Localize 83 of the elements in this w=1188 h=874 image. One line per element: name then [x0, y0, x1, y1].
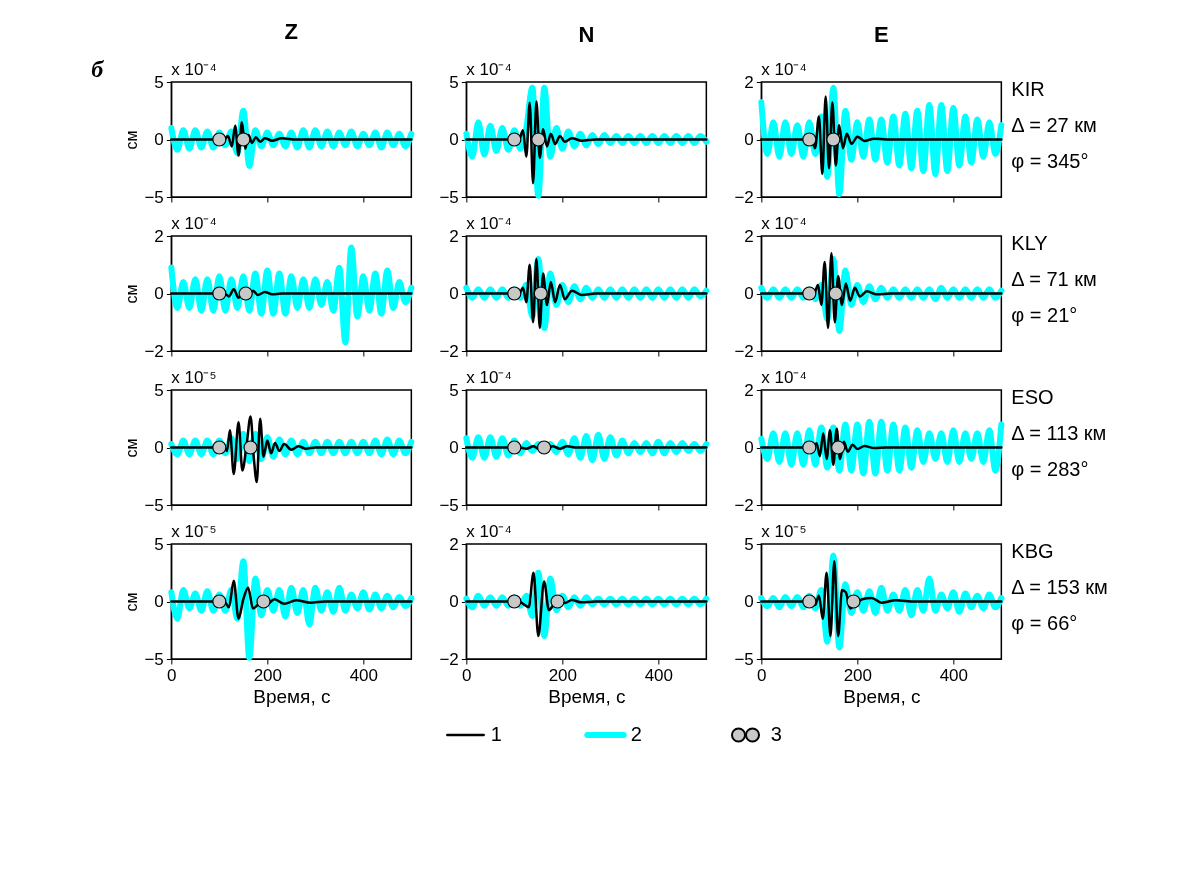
chart-title: Z: [284, 19, 299, 44]
y-tick-label: 0: [154, 438, 164, 457]
text: x 10⁻⁴: [466, 214, 512, 233]
text: x 10⁻⁴: [171, 60, 217, 79]
text: x 10⁻⁵: [761, 522, 807, 541]
text: x 10⁻⁴: [171, 214, 217, 233]
text: Δ = 27 км: [1011, 114, 1097, 136]
text: x 10⁻⁴: [466, 368, 512, 387]
legend-label: 3: [770, 723, 782, 745]
x-tick-label: 400: [939, 665, 969, 685]
x-axis-title: Время, с: [843, 685, 921, 707]
x-tick-label: 400: [349, 665, 379, 685]
y-tick-label: 5: [154, 534, 164, 554]
text: x 10⁻⁴: [466, 60, 512, 79]
y-tick-label: 2: [154, 226, 164, 246]
text: x 10⁻⁵: [171, 522, 217, 541]
y-tick-label: 2: [744, 226, 754, 246]
y-tick-label: −5: [144, 495, 164, 515]
text: Δ = 113 км: [1011, 422, 1107, 444]
y-tick-label: 0: [154, 130, 164, 149]
y-tick-label: 0: [154, 284, 164, 303]
y-tick-label: 2: [449, 226, 459, 246]
y-tick-label: −5: [144, 649, 164, 669]
y-tick-label: 0: [744, 130, 754, 149]
x-tick-label: 0: [757, 665, 767, 685]
y-tick-label: −2: [734, 495, 754, 515]
y-tick-label: 0: [449, 592, 459, 611]
y-tick-label: 2: [449, 534, 459, 554]
text: KIR: [1011, 78, 1045, 100]
y-tick-label: 5: [154, 380, 164, 400]
chart-title: N: [578, 22, 595, 47]
text: x 10⁻⁴: [761, 214, 807, 233]
y-tick-label: −2: [439, 649, 459, 669]
x-tick-label: 200: [548, 665, 578, 685]
y-tick-label: −2: [144, 341, 164, 361]
chart-title: E: [873, 22, 889, 47]
text: KBG: [1011, 540, 1054, 562]
y-axis-title: см: [123, 438, 141, 458]
text: φ = 66°: [1011, 612, 1078, 634]
text: KLY: [1011, 232, 1048, 254]
y-axis-title: см: [123, 284, 141, 304]
x-tick-label: 200: [843, 665, 873, 685]
x-axis-title: Время, с: [548, 685, 626, 707]
y-tick-label: −2: [734, 341, 754, 361]
y-tick-label: −5: [439, 495, 459, 515]
y-tick-label: 5: [449, 380, 459, 400]
x-tick-label: 400: [644, 665, 674, 685]
text: x 10⁻⁵: [171, 368, 217, 387]
text: б: [91, 56, 105, 82]
text: x 10⁻⁴: [466, 522, 512, 541]
y-axis-title: см: [123, 592, 141, 612]
y-tick-label: 0: [154, 592, 164, 611]
y-tick-label: 0: [449, 130, 459, 149]
y-tick-label: −2: [734, 187, 754, 207]
legend-label: 1: [490, 723, 502, 745]
text: φ = 21°: [1011, 304, 1078, 326]
text: x 10⁻⁴: [761, 60, 807, 79]
y-tick-label: 2: [744, 380, 754, 400]
legend-label: 2: [630, 723, 642, 745]
text: φ = 283°: [1011, 458, 1089, 480]
x-tick-label: 200: [253, 665, 283, 685]
x-tick-label: 0: [462, 665, 472, 685]
text: x 10⁻⁴: [761, 368, 807, 387]
y-tick-label: 0: [744, 438, 754, 457]
y-tick-label: 5: [744, 534, 754, 554]
y-tick-label: 0: [449, 284, 459, 303]
y-tick-label: −5: [144, 187, 164, 207]
y-tick-label: 5: [154, 72, 164, 92]
y-tick-label: 5: [449, 72, 459, 92]
y-axis-title: см: [123, 130, 141, 150]
text: φ = 345°: [1011, 150, 1089, 172]
x-tick-label: 0: [167, 665, 177, 685]
y-tick-label: −2: [439, 341, 459, 361]
x-axis-title: Время, с: [253, 685, 331, 707]
y-tick-label: 0: [744, 284, 754, 303]
text: ESO: [1011, 386, 1054, 408]
text: Δ = 153 км: [1011, 576, 1108, 598]
y-tick-label: 0: [449, 438, 459, 457]
y-tick-label: −5: [734, 649, 754, 669]
y-tick-label: 0: [744, 592, 754, 611]
y-tick-label: −5: [439, 187, 459, 207]
y-tick-label: 2: [744, 72, 754, 92]
text: Δ = 71 км: [1011, 268, 1097, 290]
